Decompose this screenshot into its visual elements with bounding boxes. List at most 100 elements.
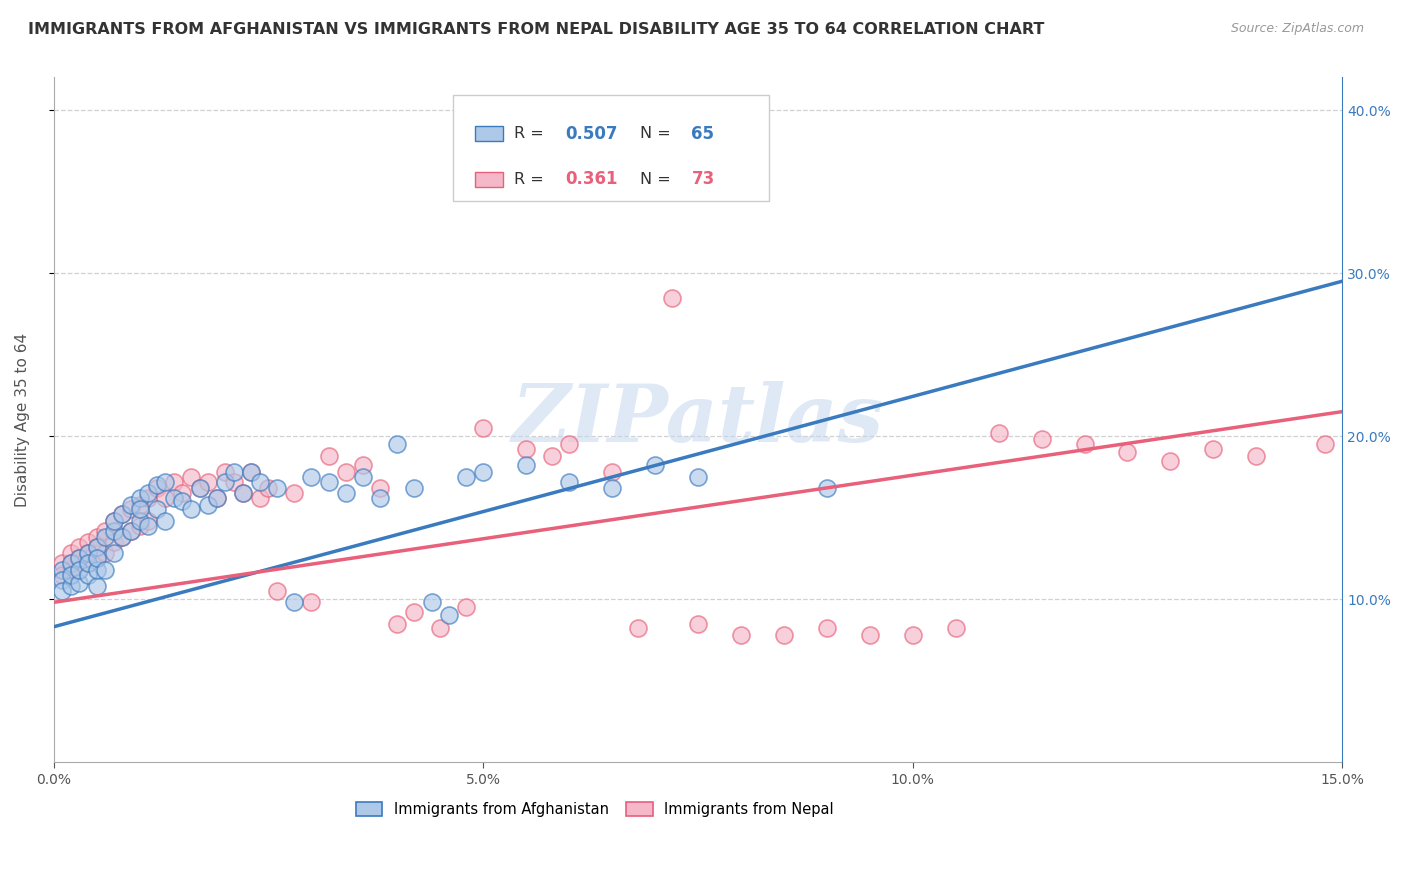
Point	[77, 556, 100, 570]
Point	[558, 437, 581, 451]
Y-axis label: Disability Age 35 to 64: Disability Age 35 to 64	[15, 333, 30, 507]
Point	[437, 608, 460, 623]
Point	[318, 449, 340, 463]
Point	[86, 530, 108, 544]
Point	[67, 563, 90, 577]
Point	[901, 628, 924, 642]
Point	[59, 556, 82, 570]
Point	[120, 502, 142, 516]
Point	[59, 563, 82, 577]
Point	[67, 540, 90, 554]
Point	[1116, 445, 1139, 459]
Point	[1313, 437, 1336, 451]
Point	[103, 546, 125, 560]
FancyBboxPatch shape	[475, 172, 503, 187]
Point	[103, 535, 125, 549]
Point	[987, 425, 1010, 440]
Point	[136, 518, 159, 533]
Point	[180, 470, 202, 484]
Point	[120, 498, 142, 512]
Point	[773, 628, 796, 642]
Point	[541, 449, 564, 463]
Point	[120, 524, 142, 538]
Point	[59, 546, 82, 560]
Point	[86, 551, 108, 566]
Point	[515, 442, 537, 456]
Point	[214, 465, 236, 479]
Point	[686, 470, 709, 484]
Point	[128, 514, 150, 528]
Point	[266, 583, 288, 598]
Point	[163, 475, 186, 489]
Point	[558, 475, 581, 489]
Point	[249, 491, 271, 505]
Point	[128, 491, 150, 505]
Text: R =: R =	[513, 127, 548, 141]
Point	[318, 475, 340, 489]
Point	[429, 622, 451, 636]
Point	[515, 458, 537, 473]
Point	[145, 481, 167, 495]
Point	[128, 498, 150, 512]
Point	[103, 514, 125, 528]
Point	[111, 530, 134, 544]
FancyBboxPatch shape	[453, 95, 769, 201]
Point	[51, 573, 73, 587]
Point	[59, 579, 82, 593]
Point	[136, 491, 159, 505]
Point	[136, 486, 159, 500]
Text: N =: N =	[640, 172, 676, 187]
Text: 73: 73	[692, 170, 714, 188]
Point	[120, 524, 142, 538]
Point	[815, 622, 838, 636]
Point	[335, 486, 357, 500]
Point	[945, 622, 967, 636]
Point	[299, 470, 322, 484]
Point	[51, 563, 73, 577]
Point	[77, 535, 100, 549]
Point	[103, 524, 125, 538]
Point	[420, 595, 443, 609]
Point	[94, 524, 117, 538]
Text: 65: 65	[692, 125, 714, 143]
Point	[67, 563, 90, 577]
Point	[730, 152, 752, 166]
Point	[335, 465, 357, 479]
Point	[352, 470, 374, 484]
Point	[214, 475, 236, 489]
Point	[686, 616, 709, 631]
Point	[404, 605, 426, 619]
Point	[77, 546, 100, 560]
Point	[257, 481, 280, 495]
Point	[180, 502, 202, 516]
Point	[1159, 453, 1181, 467]
Point	[815, 481, 838, 495]
Point	[145, 478, 167, 492]
Point	[1031, 433, 1053, 447]
Point	[404, 481, 426, 495]
Point	[67, 551, 90, 566]
Point	[232, 486, 254, 500]
Point	[644, 458, 666, 473]
Point	[77, 546, 100, 560]
Point	[352, 458, 374, 473]
Point	[86, 540, 108, 554]
Point	[661, 291, 683, 305]
Point	[205, 491, 228, 505]
Point	[368, 491, 391, 505]
Point	[94, 546, 117, 560]
Point	[283, 486, 305, 500]
Point	[136, 514, 159, 528]
Point	[205, 491, 228, 505]
Point	[155, 514, 177, 528]
Point	[222, 475, 245, 489]
Point	[188, 481, 211, 495]
Point	[94, 530, 117, 544]
Point	[1246, 449, 1268, 463]
Point	[67, 551, 90, 566]
Text: ZIPatlas: ZIPatlas	[512, 381, 884, 458]
Text: Source: ZipAtlas.com: Source: ZipAtlas.com	[1230, 22, 1364, 36]
Point	[1073, 437, 1095, 451]
Point	[1202, 442, 1225, 456]
Text: R =: R =	[513, 172, 548, 187]
